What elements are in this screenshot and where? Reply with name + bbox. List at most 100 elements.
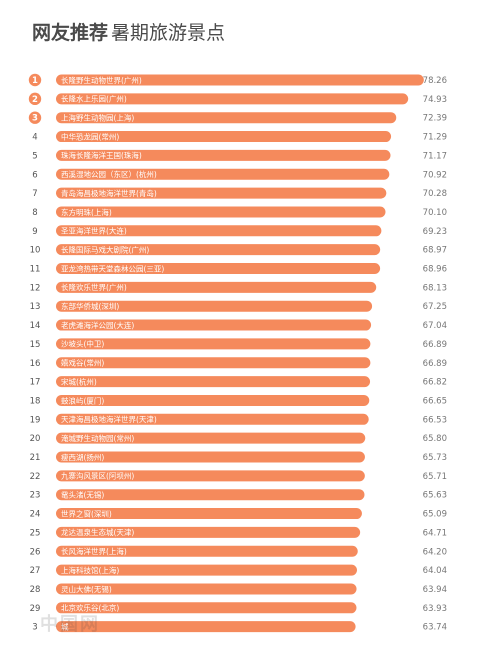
rank-number: 9: [32, 227, 37, 237]
rank-number: 24: [30, 510, 41, 520]
bar-label: 鼓浪屿(厦门): [61, 395, 104, 405]
bar: [56, 281, 377, 293]
bar: [56, 357, 371, 369]
bar-value: 68.96: [423, 265, 447, 275]
rank-number: 19: [30, 415, 41, 425]
bar-value: 70.92: [423, 170, 447, 180]
bar-label: 嬉戏谷(常州): [61, 358, 104, 368]
bar-label: 沙坡头(中卫): [61, 339, 104, 349]
bar-label: 老虎滩海洋公园(大连): [61, 320, 134, 330]
bar: [56, 263, 381, 274]
page-title: 网友推荐 暑期旅游景点: [32, 18, 225, 45]
title-bold-part: 网友推荐: [32, 22, 109, 44]
bar-value: 66.89: [423, 359, 447, 369]
bar: [56, 206, 386, 218]
bar-label: 长风海洋世界(上海): [61, 546, 127, 556]
bar: [56, 168, 390, 180]
bar: [56, 131, 392, 143]
rank-number: 7: [32, 189, 37, 199]
bar: [56, 187, 387, 199]
bar-label: 圣亚海洋世界(大连): [61, 226, 127, 236]
bar-value: 68.97: [423, 246, 447, 256]
bar-value: 66.65: [423, 396, 447, 406]
bar-value: 64.20: [423, 547, 447, 557]
bar-value: 78.26: [423, 76, 447, 86]
bar-value: 66.89: [423, 340, 447, 350]
bar-value: 68.13: [423, 283, 447, 293]
bar: [56, 413, 369, 425]
bar-value: 63.94: [423, 585, 447, 595]
bar-value: 71.17: [423, 151, 447, 161]
rank-number: 23: [30, 491, 41, 501]
bar: [56, 300, 373, 312]
bar-value: 65.73: [423, 453, 447, 463]
bar: [56, 74, 424, 86]
bar-label: 西溪湿地公园（东区）(杭州): [61, 169, 157, 179]
bar: [56, 545, 358, 557]
bar: [56, 621, 356, 633]
bar-value: 74.93: [423, 95, 447, 105]
rank-badge: [28, 111, 42, 124]
bar-label: 长隆国际马戏大剧院(广州): [61, 244, 149, 254]
rank-number: 5: [32, 151, 37, 161]
bar-label: 九寨沟风景区(阿坝州): [61, 471, 134, 481]
rank-number: 21: [30, 453, 41, 463]
bar: [56, 470, 365, 482]
rank-number: 29: [30, 604, 41, 614]
bar-value: 67.25: [423, 302, 447, 312]
bar: [56, 338, 371, 350]
bar: [56, 583, 357, 595]
rank-number: 6: [32, 170, 37, 180]
bar-label: 中华恐龙园(常州): [61, 131, 119, 141]
bar-label: 鼋头渚(无锡): [61, 490, 104, 500]
bar-label: 城: [61, 622, 69, 631]
rank-number: 17: [30, 378, 41, 388]
bar-label: 亚龙湾热带天堂森林公园(三亚): [61, 263, 164, 273]
bar-label: 北京欢乐谷(北京): [61, 603, 119, 613]
bar-value: 65.63: [423, 491, 447, 501]
bar-label: 青岛海昌极地海洋世界(青岛): [61, 188, 157, 198]
rank-number: 16: [30, 359, 41, 369]
bar: [56, 319, 372, 331]
rank-number: 11: [30, 265, 41, 275]
bar-value: 64.71: [423, 528, 447, 538]
bar-value: 65.71: [423, 472, 447, 482]
bar-label: 宋城(杭州): [61, 376, 97, 386]
bar: [56, 244, 381, 256]
bar-value: 63.93: [423, 604, 447, 614]
bar-value: 67.04: [423, 321, 447, 331]
rank-number: 26: [30, 547, 41, 557]
rank-badge: [28, 73, 42, 87]
bar: [56, 564, 357, 576]
bar-label: 龙达温泉生态城(天津): [61, 527, 134, 537]
bar: [56, 602, 357, 614]
bar-value: 72.39: [423, 114, 447, 124]
rank-number: 25: [30, 528, 41, 538]
rank-number: 13: [30, 302, 41, 312]
bar-label: 淹城野生动物园(常州): [61, 433, 134, 443]
bar-value: 65.09: [423, 510, 447, 520]
rank-number: 10: [30, 246, 41, 256]
rank-number: 28: [30, 585, 41, 595]
bar-label: 东方明珠(上海): [61, 207, 112, 217]
rank-number: 8: [32, 208, 37, 218]
bar: [56, 225, 382, 237]
rank-badge: [28, 92, 42, 106]
bar-label: 长隆水上乐园(广州): [61, 94, 127, 104]
rank-number: 4: [32, 133, 37, 143]
bar-value: 69.23: [423, 227, 447, 237]
bar-value: 71.29: [423, 133, 447, 143]
bar: [56, 526, 361, 538]
bar-label: 上海科技馆(上海): [61, 565, 119, 575]
bar-label: 灵山大佛(无锡): [61, 584, 112, 594]
rank-number: 14: [30, 321, 41, 331]
bar-label: 长隆欢乐世界(广州): [61, 282, 127, 292]
bar: [56, 432, 366, 444]
bar-value: 64.04: [423, 566, 447, 576]
bar-value: 66.82: [423, 378, 447, 388]
bar: [56, 489, 365, 501]
bar-label: 瘦西湖(扬州): [61, 452, 104, 462]
watermark: 中国网: [40, 614, 100, 635]
bar-label: 东部华侨城(深圳): [61, 301, 119, 311]
